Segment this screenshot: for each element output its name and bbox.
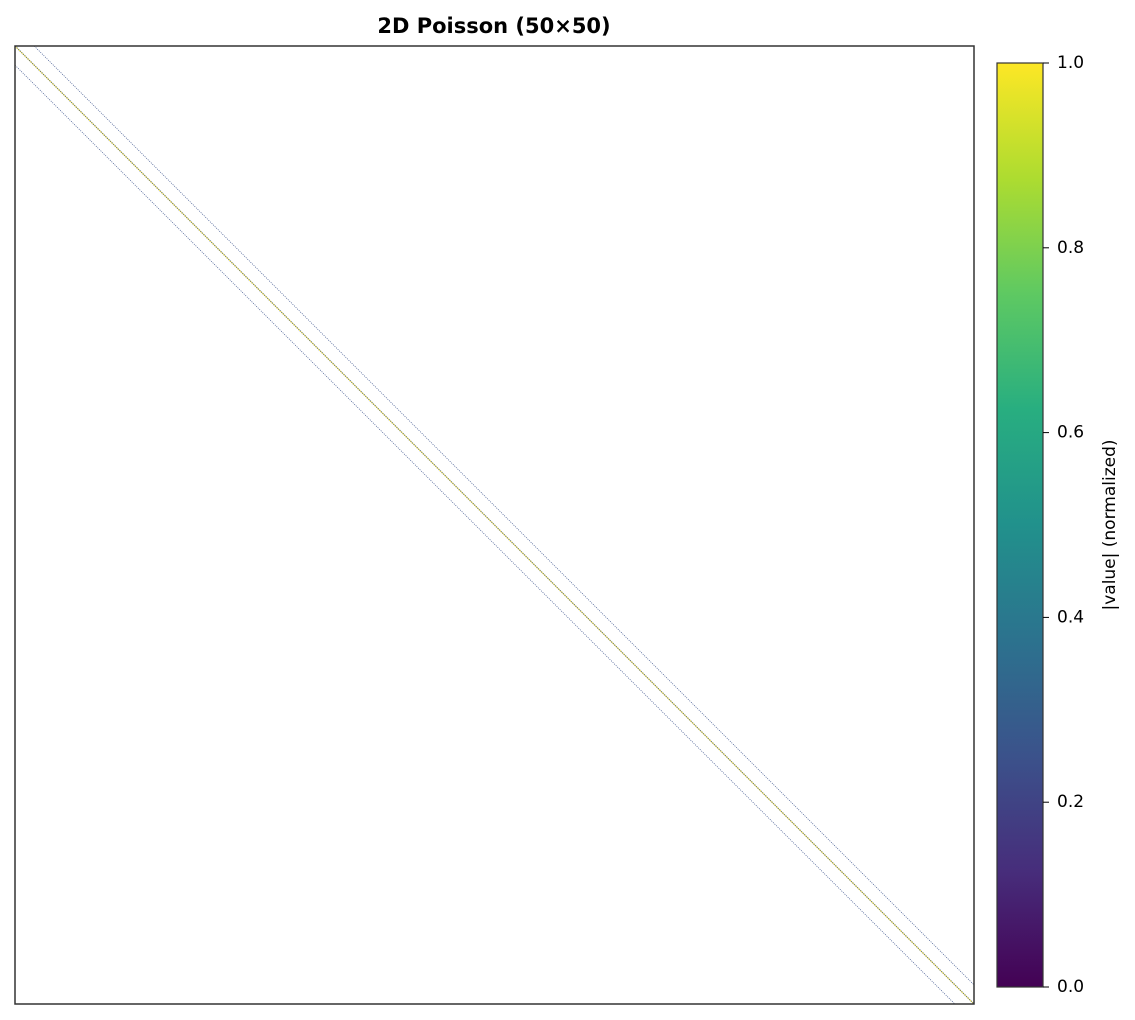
colorbar-tick-label: 0.2 [1057,792,1084,812]
colorbar-label: |value| (normalized) [1100,439,1120,610]
colorbar-tick-label: 0.4 [1057,607,1084,627]
diagonal [15,46,974,1004]
colorbar-tick-label: 0.8 [1057,238,1084,258]
colorbar-tick-label: 1.0 [1057,53,1084,73]
colorbar-tick-label: 0.0 [1057,977,1084,997]
colorbar-tick-label: 0.6 [1057,423,1084,443]
diagonal [33,46,974,986]
axes-frame [14,45,975,1005]
plot-area [15,46,974,1004]
chart-title: 2D Poisson (50×50) [377,14,610,38]
colorbar [996,62,1044,988]
diagonal [15,64,956,1004]
